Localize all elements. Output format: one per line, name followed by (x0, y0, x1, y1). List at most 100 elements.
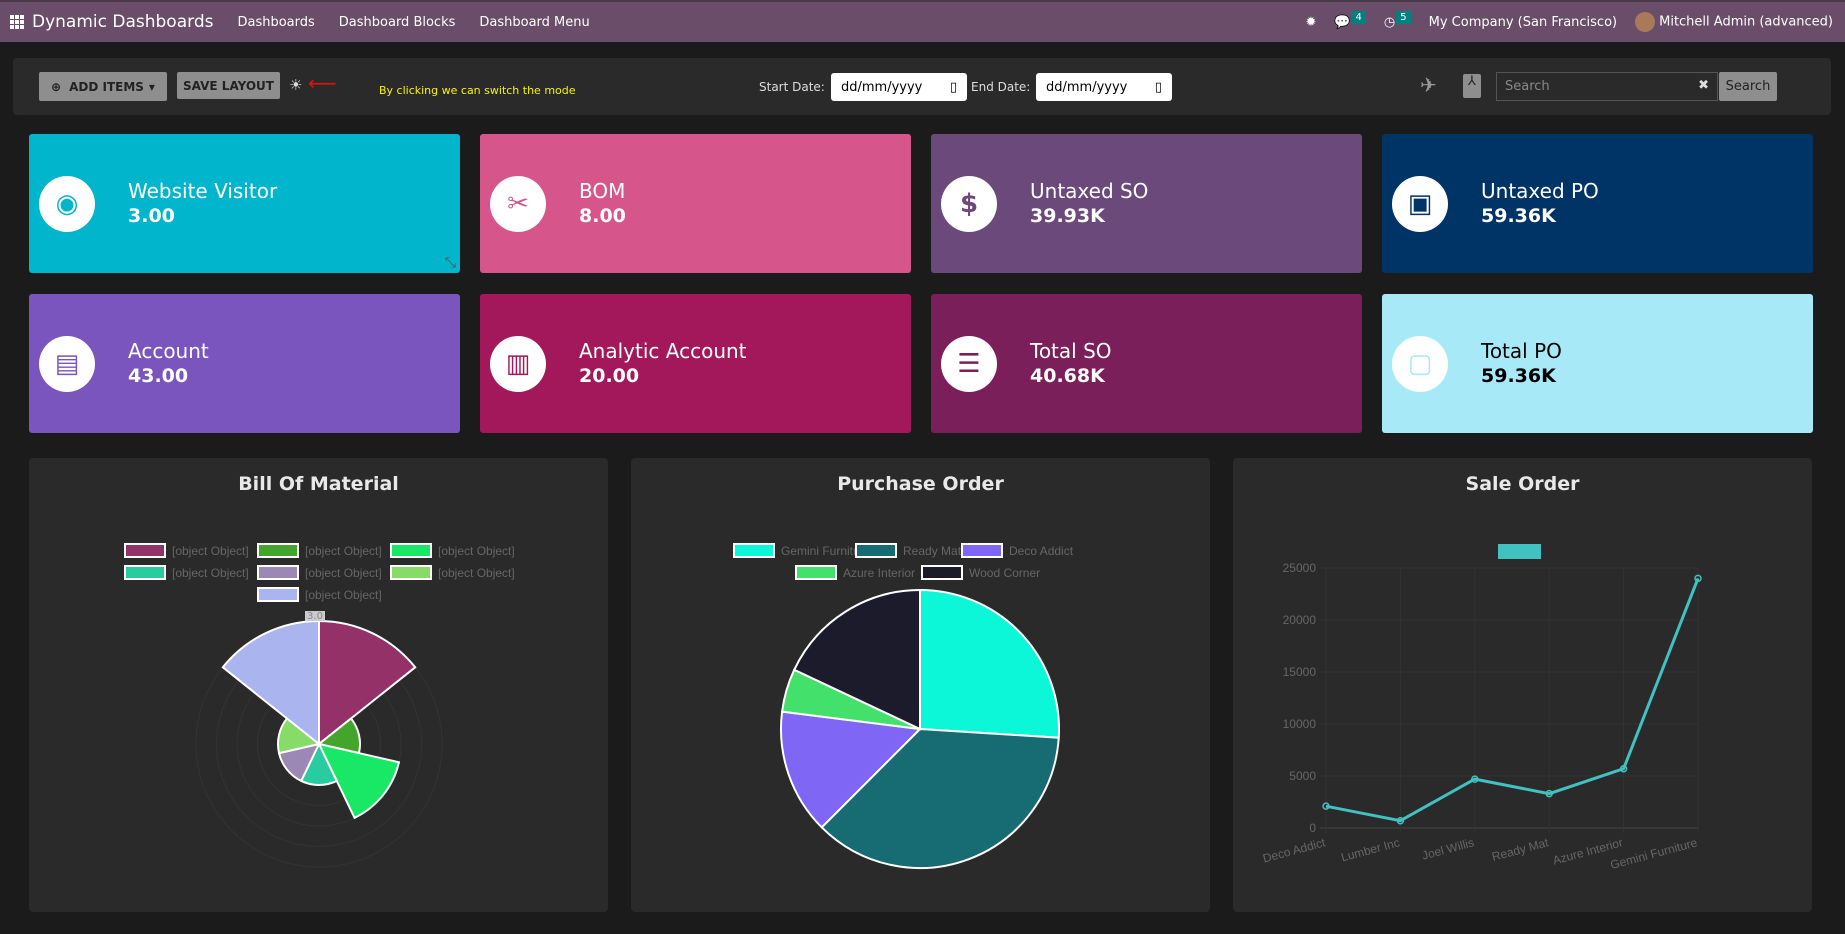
app-brand[interactable]: Dynamic Dashboards (32, 12, 214, 32)
kpi-card[interactable]: $ Untaxed SO 39.93K (931, 134, 1362, 273)
kpi-title: Untaxed PO (1481, 178, 1599, 203)
legend-label: [object Object] (172, 566, 249, 580)
user-menu[interactable]: Mitchell Admin (advanced) (1635, 12, 1833, 32)
clock-icon: ◷ (1383, 14, 1396, 30)
legend-swatch (795, 565, 837, 580)
search-input[interactable]: Search ✖ (1496, 72, 1718, 101)
kpi-card[interactable]: ✂ BOM 8.00 (480, 134, 911, 273)
kpi-card[interactable]: ▥ Analytic Account 20.00 (480, 294, 911, 433)
legend-swatch (124, 565, 166, 580)
end-date-input[interactable]: dd/mm/yyyy ▯ (1036, 73, 1172, 101)
y-tick-label: 25000 (1283, 561, 1317, 575)
x-tick-label: Ready Mat (1490, 835, 1550, 864)
legend-label: Azure Interior (843, 566, 915, 580)
sale-order-chart-panel: Sale Order 0 5000 10000 15000 20000 25000 Deco … (1233, 458, 1812, 912)
money-icon: ▣ (1392, 175, 1448, 232)
series-line (1325, 577, 1700, 823)
legend-swatch (124, 543, 166, 558)
menu-dashboard-menu[interactable]: Dashboard Menu (479, 14, 590, 30)
y-tick-label: 5000 (1289, 769, 1316, 783)
kpi-card[interactable]: ▣ Untaxed PO 59.36K (1382, 134, 1813, 273)
legend-swatch (921, 565, 963, 580)
data-point (1619, 764, 1628, 773)
data-point (1471, 775, 1479, 783)
kpi-card[interactable]: ▢ Total PO 59.36K (1382, 294, 1813, 433)
polar-slice (221, 619, 320, 747)
send-email-icon[interactable]: ✈ (1420, 73, 1437, 97)
kpi-value: 39.93K (1030, 204, 1105, 227)
x-tick-label: Deco Addict (1261, 835, 1327, 865)
chart-title: Bill Of Material (238, 473, 399, 495)
legend-label: [object Object] (438, 566, 515, 580)
shopping-bag-icon: ▢ (1392, 335, 1448, 392)
mode-hint-text: By clicking we can switch the mode (379, 84, 576, 97)
caret-down-icon: ▾ (148, 79, 155, 94)
apps-menu-icon[interactable] (10, 15, 24, 29)
x-tick-label: Lumber Inc (1340, 835, 1402, 864)
dollar-coin-icon: $ (941, 175, 997, 232)
kpi-card[interactable]: ▤ Account 43.00 (29, 294, 460, 433)
legend-label: [object Object] (305, 566, 382, 580)
legend-swatch (961, 543, 1003, 558)
menu-dashboards[interactable]: Dashboards (237, 14, 315, 30)
sale-order-line-chart: 0 5000 10000 15000 20000 25000 Deco Addict Lumb… (1261, 544, 1702, 872)
bar-chart-icon: ▥ (490, 335, 546, 392)
save-layout-button[interactable]: SAVE LAYOUT (177, 72, 280, 99)
end-date-label: End Date: (971, 80, 1031, 94)
menu-dashboard-blocks[interactable]: Dashboard Blocks (338, 14, 456, 30)
start-date-input[interactable]: dd/mm/yyyy ▯ (831, 73, 967, 101)
legend-label: Gemini Furniture (781, 544, 871, 558)
legend-label: [object Object] (305, 544, 382, 558)
pie-slice (792, 588, 921, 731)
pdf-export-icon[interactable]: ⅄ (1463, 74, 1481, 98)
legend-swatch (733, 543, 775, 558)
dashboard-toolbar: ⊕ ADD ITEMS ▾ SAVE LAYOUT ☀ ⟵ By clicking … (13, 58, 1831, 115)
legend-swatch (390, 543, 432, 558)
kpi-title: Website Visitor (128, 178, 278, 203)
x-tick-label: Gemini Furniture (1609, 835, 1699, 872)
kpi-value: 3.00 (128, 204, 175, 227)
tools-icon: ✂ (490, 175, 546, 232)
start-date-label: Start Date: (759, 80, 825, 94)
chat-icon: 💬 (1334, 14, 1351, 30)
search-button[interactable]: Search (1719, 72, 1777, 101)
data-point (1322, 802, 1330, 810)
legend-label: Wood Corner (969, 566, 1040, 580)
top-navbar: Dynamic Dashboards Dashboards Dashboard … (0, 0, 1845, 42)
resize-handle-icon[interactable]: ⤡ (444, 255, 456, 271)
company-switcher[interactable]: My Company (San Francisco) (1428, 14, 1618, 30)
messages-badge: 4 (1351, 10, 1366, 24)
legend-swatch (257, 565, 299, 580)
tick-label: 3.0 (307, 611, 323, 622)
kpi-value: 40.68K (1030, 364, 1105, 387)
legend-label: [object Object] (438, 544, 515, 558)
kpi-title: Total PO (1481, 338, 1562, 363)
add-items-button[interactable]: ⊕ ADD ITEMS ▾ (39, 72, 167, 101)
calendar-icon: ▯ (1154, 79, 1162, 95)
x-tick-label: Joel Willis (1420, 835, 1475, 862)
legend-swatch (855, 543, 897, 558)
list-icon: ☰ (941, 335, 997, 392)
avatar (1635, 12, 1656, 32)
red-arrow-annotation-icon: ⟵ (308, 71, 337, 95)
kpi-title: Account (128, 338, 209, 363)
messages-button[interactable]: 💬 4 (1334, 10, 1366, 30)
kpi-card[interactable]: ☰ Total SO 40.68K (931, 294, 1362, 433)
polar-slice (317, 742, 401, 820)
data-point (1694, 574, 1702, 583)
y-tick-label: 15000 (1283, 665, 1317, 679)
legend-swatch (1498, 544, 1541, 559)
legend-label: [object Object] (172, 544, 249, 558)
user-name: Mitchell Admin (advanced) (1659, 14, 1833, 30)
clear-search-icon[interactable]: ✖ (1698, 78, 1709, 93)
activities-button[interactable]: ◷ 5 (1383, 10, 1411, 30)
debug-bug-icon[interactable]: ✹ (1305, 14, 1317, 30)
kpi-card[interactable]: ◉ Website Visitor 3.00 ⤡ (29, 134, 460, 273)
chart-title: Purchase Order (837, 473, 1004, 495)
theme-toggle-sun-icon[interactable]: ☀ (289, 76, 303, 94)
legend-label: [object Object] (305, 588, 382, 602)
pie-slice (780, 710, 923, 829)
legend-swatch (257, 543, 299, 558)
pie-slice (820, 727, 1060, 869)
kpi-value: 8.00 (579, 204, 626, 227)
